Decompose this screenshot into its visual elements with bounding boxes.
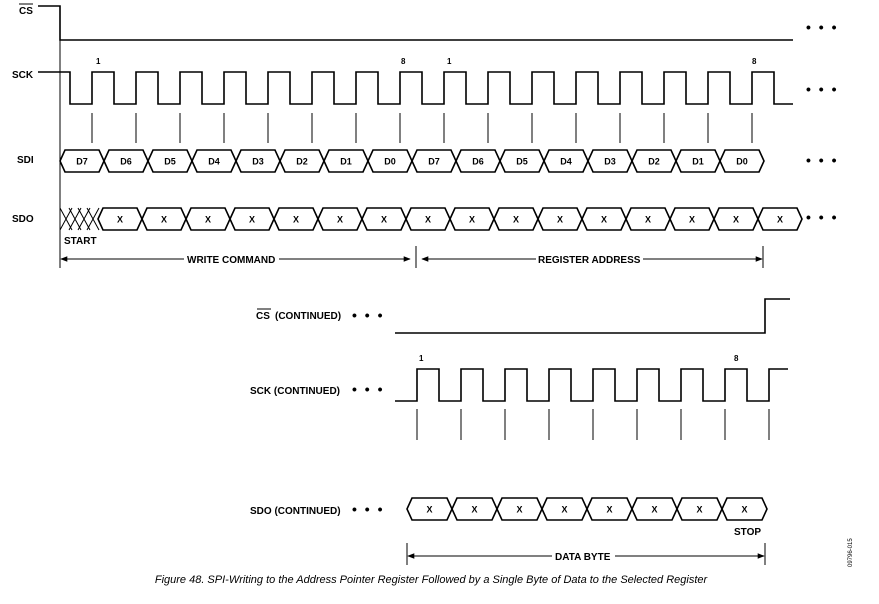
cs-continued-marker: • • • xyxy=(352,307,384,323)
sdo-continued-bit-label: X xyxy=(561,505,567,515)
write-command-label: WRITE COMMAND xyxy=(187,255,275,266)
sdi-continuation-marker: • • • xyxy=(806,152,838,168)
sck-edge-ticks xyxy=(91,113,753,143)
cs-continuation-marker: • • • xyxy=(806,19,838,35)
sdo-continuation-marker: • • • xyxy=(806,209,838,225)
sdi-bit-label: D2 xyxy=(648,157,660,167)
sdi-bit-shape xyxy=(719,149,765,173)
cs-continued-label-suffix: (CONTINUED) xyxy=(275,311,341,322)
sdo-bit-label: X xyxy=(249,215,255,225)
sdo-bit-label: X xyxy=(161,215,167,225)
sdo-continued-label: SDO (CONTINUED) xyxy=(250,506,341,517)
sdo-bit-label: X xyxy=(117,215,123,225)
sck-continued-label: SCK (CONTINUED) xyxy=(250,386,340,397)
sdo-hatch-stroke xyxy=(86,207,100,231)
sdi-bit-label: D6 xyxy=(120,157,132,167)
sdo-hatch-stroke xyxy=(77,207,91,231)
sdo-continued-bit-label: X xyxy=(696,505,702,515)
sdo-continued-bit-label: X xyxy=(471,505,477,515)
sdo-continued-bit-label: X xyxy=(426,505,432,515)
sck-continuation-marker: • • • xyxy=(806,81,838,97)
start-label: START xyxy=(64,236,97,247)
cs-continued-label-cs: CS xyxy=(256,311,270,322)
sdo-continued-bit-label: X xyxy=(741,505,747,515)
sdi-bit-label: D4 xyxy=(560,157,572,167)
sck-continued-waveform xyxy=(395,368,788,402)
sdo-continued-bit-shape xyxy=(721,497,768,521)
register-address-label: REGISTER ADDRESS xyxy=(538,255,641,266)
sdi-bit-label: D1 xyxy=(692,157,704,167)
sdi-bit-label: D2 xyxy=(296,157,308,167)
sdo-bit-label: X xyxy=(425,215,431,225)
sdo-label: SDO xyxy=(12,214,34,225)
sck-continued-clock-1-mark: 1 xyxy=(419,354,424,363)
sdo-start-hatch xyxy=(59,207,100,231)
sdo-continued-bit-label: X xyxy=(651,505,657,515)
sck-clock-8b-mark: 8 xyxy=(752,57,757,66)
sck-label: SCK xyxy=(12,70,34,81)
sdo-bit-label: X xyxy=(381,215,387,225)
sdi-label: SDI xyxy=(17,155,34,166)
cs-label: CS xyxy=(19,6,33,17)
sdo-bit-label: X xyxy=(469,215,475,225)
sdi-bit-label: D1 xyxy=(340,157,352,167)
sdi-bit-label: D7 xyxy=(76,157,88,167)
data-byte-label: DATA BYTE xyxy=(555,552,611,563)
sdi-bit-label: D3 xyxy=(604,157,616,167)
sdi-bit-label: D0 xyxy=(736,157,748,167)
sck-continued-marker: • • • xyxy=(352,381,384,397)
sdo-bit-label: X xyxy=(777,215,783,225)
sdo-hatch-stroke xyxy=(68,207,82,231)
sck-clock-1-mark: 1 xyxy=(96,57,101,66)
sck-continued-edge-ticks xyxy=(416,409,770,440)
sdi-bit-label: D4 xyxy=(208,157,220,167)
sdo-bit-label: X xyxy=(601,215,607,225)
sdo-continued-bit-label: X xyxy=(606,505,612,515)
cs-waveform xyxy=(38,5,793,41)
sdi-bit-label: D0 xyxy=(384,157,396,167)
stop-label: STOP xyxy=(734,527,761,538)
sdi-bit-label: D5 xyxy=(164,157,176,167)
sdo-hatch-stroke xyxy=(59,207,73,231)
sdo-bit-label: X xyxy=(293,215,299,225)
sck-continued-clock-8-mark: 8 xyxy=(734,354,739,363)
sdi-bit-cells: D7 D6 D5 D4 D3 D2 D1 D0 D7 D6 D5 D4 D3 D2 D1 D0 xyxy=(59,149,765,173)
sdo-continued-bit-label: X xyxy=(516,505,522,515)
sdo-bit-label: X xyxy=(205,215,211,225)
sdo-bit-label: X xyxy=(733,215,739,225)
figure-caption: Figure 48. SPI-Writing to the Address Po… xyxy=(155,574,709,586)
sdi-bit-label: D7 xyxy=(428,157,440,167)
sdo-continued-marker: • • • xyxy=(352,501,384,517)
sck-clock-8-mark: 8 xyxy=(401,57,406,66)
figure-id: 09796-015 xyxy=(848,538,854,567)
sdo-bit-label: X xyxy=(337,215,343,225)
sdi-bit-label: D6 xyxy=(472,157,484,167)
cs-continued-waveform xyxy=(395,298,790,334)
sdo-bit-label: X xyxy=(513,215,519,225)
sdo-bit-label: X xyxy=(557,215,563,225)
sdi-bit-label: D5 xyxy=(516,157,528,167)
sdo-bit-label: X xyxy=(645,215,651,225)
sdo-bit-label: X xyxy=(689,215,695,225)
sdo-bit-shape xyxy=(757,207,803,231)
sdi-bit-label: D3 xyxy=(252,157,264,167)
sck-waveform xyxy=(38,71,793,105)
sck-clock-1b-mark: 1 xyxy=(447,57,452,66)
